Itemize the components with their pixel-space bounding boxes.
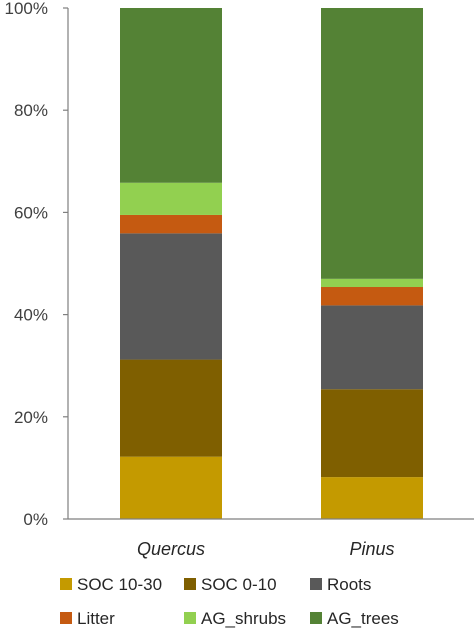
legend-label: SOC 10-30 (77, 575, 162, 594)
y-tick-label: 0% (23, 510, 48, 529)
bar-segment-pinus-soc-10-30 (321, 477, 423, 519)
y-tick-label: 80% (14, 101, 48, 120)
legend-swatch-litter (60, 612, 72, 624)
y-tick-label: 60% (14, 203, 48, 222)
legend-swatch-soc-0-10 (184, 578, 196, 590)
bars-group (120, 8, 423, 519)
axes-group: Quercus Pinus 0% 20% 40% 60% 80% 100% (5, 0, 474, 559)
legend-label: Litter (77, 609, 115, 628)
x-tick-label: Quercus (137, 539, 205, 559)
bar-segment-quercus-ag-trees (120, 8, 222, 183)
y-tick-label: 100% (5, 0, 48, 18)
bar-segment-quercus-soc-0-10 (120, 359, 222, 457)
bar-segment-quercus-ag-shrubs (120, 182, 222, 215)
legend-label: Roots (327, 575, 371, 594)
bar-segment-pinus-ag-trees (321, 8, 423, 279)
legend-label: SOC 0-10 (201, 575, 277, 594)
y-tick-label: 40% (14, 306, 48, 325)
legend: SOC 10-30 SOC 0-10 Roots Litter AG_shrubs AG_… (60, 575, 399, 628)
legend-swatch-ag-shrubs (184, 612, 196, 624)
legend-swatch-roots (310, 578, 322, 590)
bar-segment-quercus-litter (120, 214, 222, 234)
bar-segment-quercus-roots (120, 233, 222, 360)
legend-swatch-soc-10-30 (60, 578, 72, 590)
bar-segment-pinus-litter (321, 287, 423, 306)
x-tick-label: Pinus (349, 539, 394, 559)
legend-label: AG_trees (327, 609, 399, 628)
legend-swatch-ag-trees (310, 612, 322, 624)
bar-segment-pinus-ag-shrubs (321, 278, 423, 288)
y-tick-label: 20% (14, 408, 48, 427)
bar-segment-pinus-roots (321, 305, 423, 390)
bar-segment-pinus-soc-0-10 (321, 389, 423, 478)
bar-segment-quercus-soc-10-30 (120, 456, 222, 519)
legend-label: AG_shrubs (201, 609, 286, 628)
